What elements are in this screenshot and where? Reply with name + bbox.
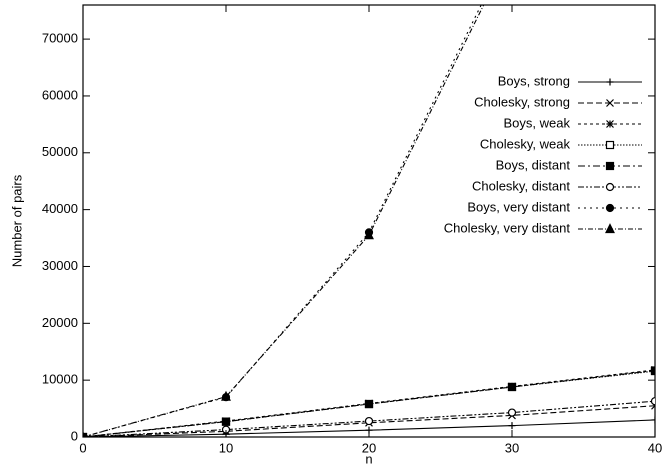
marker <box>605 182 615 192</box>
marker <box>364 399 374 409</box>
marker <box>606 99 614 107</box>
y-tick-label: 60000 <box>42 87 78 102</box>
marker <box>364 416 374 426</box>
marker <box>606 120 614 128</box>
y-axis-label: Number of pairs <box>9 174 24 267</box>
legend-label: Cholesky, very distant <box>444 220 571 235</box>
marker <box>221 390 231 401</box>
series-line <box>83 405 655 437</box>
marker <box>364 229 374 240</box>
series-line <box>83 400 655 437</box>
marker <box>605 140 615 150</box>
legend-label: Boys, very distant <box>467 199 570 214</box>
y-tick-label: 10000 <box>42 372 78 387</box>
marker <box>651 416 655 424</box>
y-tick-label: 0 <box>71 428 78 443</box>
y-tick-label: 70000 <box>42 31 78 46</box>
legend-label: Cholesky, strong <box>474 94 570 109</box>
x-tick-label: 10 <box>219 440 233 455</box>
marker <box>508 422 516 430</box>
plot-area <box>83 5 655 437</box>
legend-label: Cholesky, distant <box>472 178 570 193</box>
marker <box>605 203 615 213</box>
legend-label: Boys, weak <box>504 115 571 130</box>
y-tick-label: 50000 <box>42 144 78 159</box>
marker <box>507 382 517 392</box>
marker <box>650 397 655 406</box>
x-tick-label: 40 <box>648 440 662 455</box>
y-tick-label: 30000 <box>42 258 78 273</box>
legend-label: Boys, strong <box>498 73 570 88</box>
x-axis-label: n <box>365 451 372 466</box>
marker <box>605 223 615 234</box>
series-line <box>83 5 482 437</box>
y-tick-label: 40000 <box>42 201 78 216</box>
marker <box>221 417 231 426</box>
marker <box>650 366 655 375</box>
y-tick-label: 20000 <box>42 315 78 330</box>
marker <box>507 408 517 417</box>
x-tick-label: 30 <box>505 440 519 455</box>
legend-label: Boys, distant <box>496 157 571 172</box>
x-tick-label: 0 <box>79 440 86 455</box>
marker <box>606 78 614 86</box>
series-line <box>83 5 485 437</box>
marker <box>605 161 615 171</box>
legend-label: Cholesky, weak <box>480 136 571 151</box>
x-tick-label: 20 <box>362 440 376 455</box>
